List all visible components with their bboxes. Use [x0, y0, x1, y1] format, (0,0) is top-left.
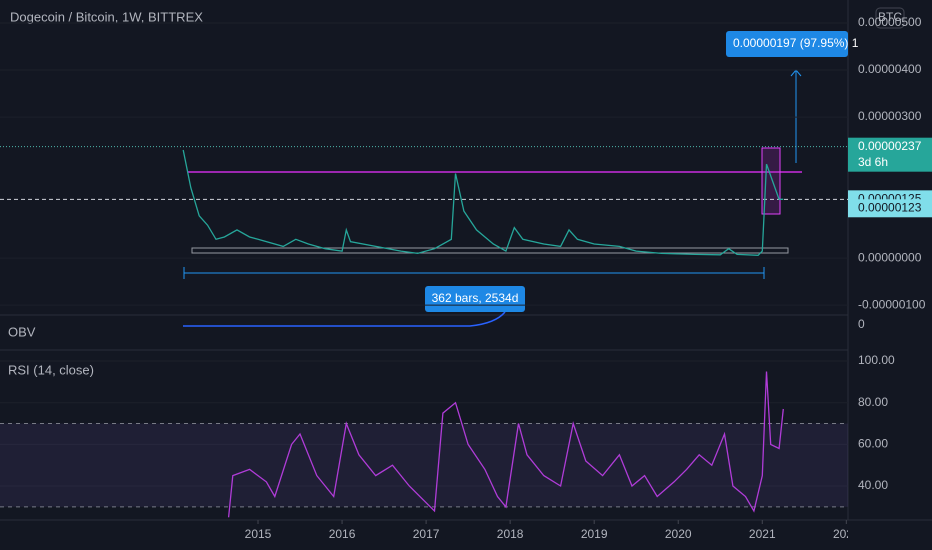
- y-tick-label: 80.00: [858, 395, 888, 409]
- currency-text: BTC: [878, 10, 902, 24]
- obv-line: [183, 311, 506, 327]
- pane: [0, 22, 848, 306]
- x-tick-label: 2020: [665, 527, 692, 541]
- price-marker-label: 0.00000123: [858, 200, 922, 214]
- y-tick-label: 40.00: [858, 478, 888, 492]
- x-tick-label: 2019: [581, 527, 608, 541]
- bars-tooltip-text: 362 bars, 2534d: [432, 291, 519, 305]
- price-marker: [848, 199, 932, 218]
- chart-title: Dogecoin / Bitcoin, 1W, BITTREX: [10, 9, 203, 24]
- y-tick-label: 60.00: [858, 437, 888, 451]
- range-tooltip: [726, 31, 848, 57]
- y-tick-label: -0.00000100: [858, 297, 926, 311]
- y-tick-label: 100.00: [858, 353, 895, 367]
- x-tick-label: 2022: [833, 527, 860, 541]
- price-marker: [848, 137, 932, 172]
- x-tick-label: 2018: [497, 527, 524, 541]
- line-series: [227, 371, 784, 518]
- y-tick-label: 0.00000300: [858, 109, 922, 123]
- y-tick-label: 0.00000000: [858, 250, 922, 264]
- x-tick-label: 2015: [245, 527, 272, 541]
- range-bottom: [191, 247, 789, 254]
- obv-axis-label: 0: [858, 317, 865, 331]
- countdown: 3d 6h: [858, 155, 888, 169]
- currency-badge[interactable]: [875, 7, 905, 29]
- rsi-band-fill: [0, 423, 848, 507]
- price-marker-label: 0.00000237: [858, 139, 922, 153]
- range-tooltip-text: 0.00000197 (97.95%) 1: [733, 36, 859, 50]
- x-tick-label: 2016: [329, 527, 356, 541]
- line-series: [182, 149, 784, 256]
- pane: [0, 360, 848, 518]
- rsi-label: RSI (14, close): [8, 362, 94, 377]
- y-tick-label: 0.00000500: [858, 15, 922, 29]
- x-tick-label: 2021: [749, 527, 776, 541]
- x-tick-label: 2017: [413, 527, 440, 541]
- y-tick-label: 0.00000400: [858, 62, 922, 76]
- obv-label: OBV: [8, 324, 36, 339]
